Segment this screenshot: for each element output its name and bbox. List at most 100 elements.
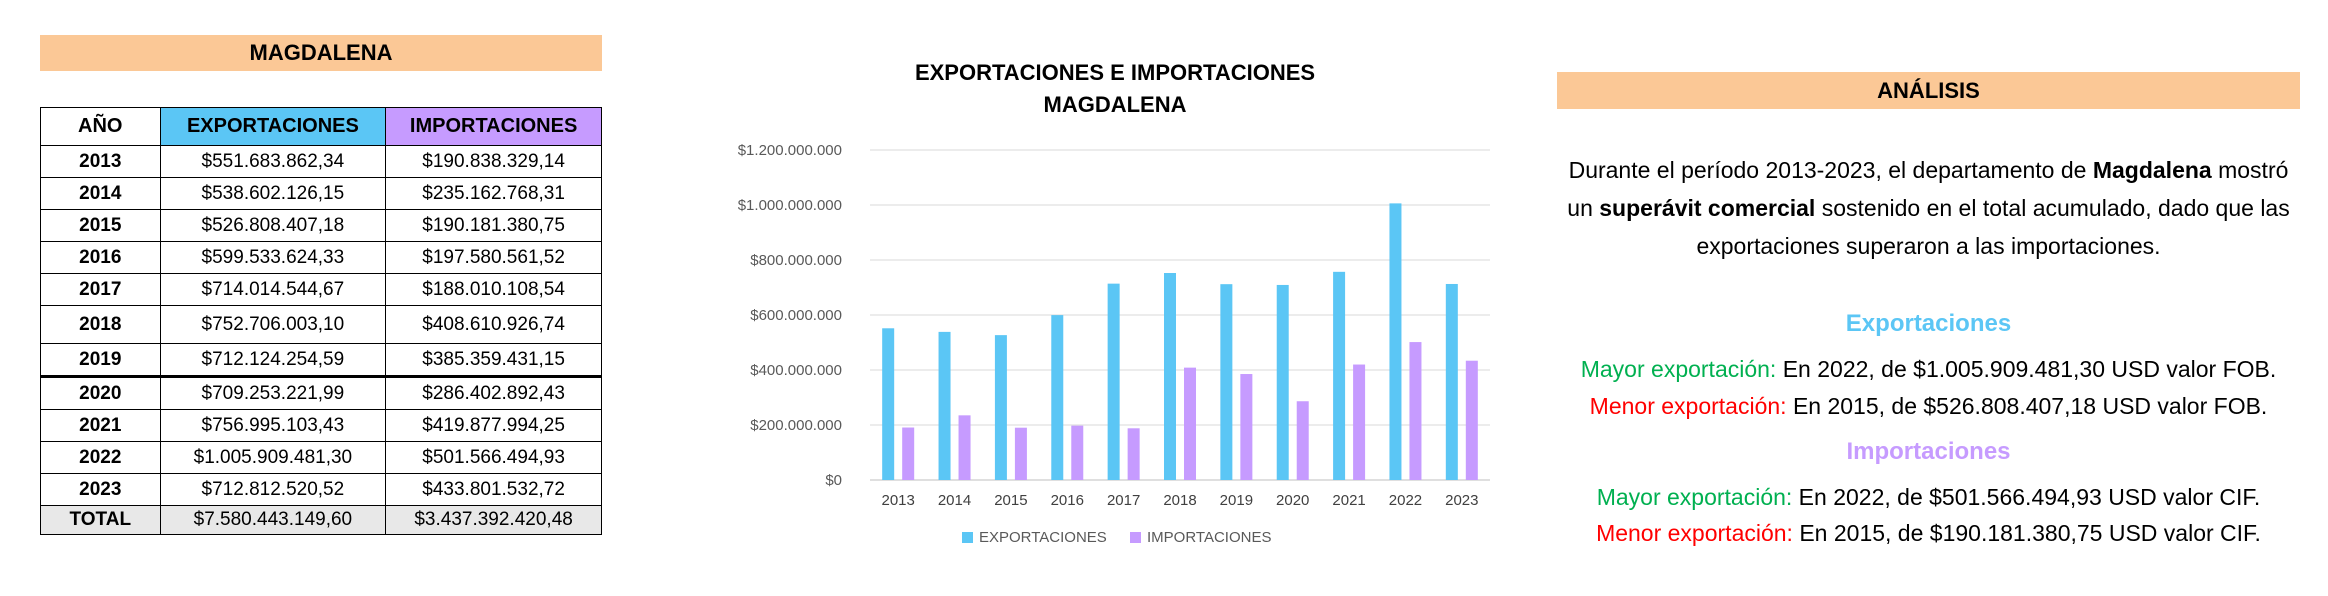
cell-imports: $408.610.926,74 <box>385 305 602 344</box>
bar-exportaciones <box>1333 271 1346 480</box>
cell-exports: $712.812.520,52 <box>159 473 387 506</box>
y-tick-label: $400.000.000 <box>750 362 842 379</box>
cell-exports: $599.533.624,33 <box>159 241 387 274</box>
cell-exports: $756.995.103,43 <box>159 409 387 442</box>
table-row: 2021 $756.995.103,43 $419.877.994,25 <box>40 409 602 442</box>
cell-year: 2013 <box>40 145 161 178</box>
x-tick-label: 2014 <box>938 492 971 509</box>
bar-importaciones <box>1465 360 1478 480</box>
table-row: 2017 $714.014.544,67 $188.010.108,54 <box>40 273 602 306</box>
imports-min-label: Menor exportación: <box>1596 520 1793 546</box>
chart-title: EXPORTACIONES E IMPORTACIONES MAGDALENA <box>780 57 1450 121</box>
para-bold-surplus: superávit comercial <box>1599 195 1816 221</box>
bar-exportaciones <box>938 331 951 480</box>
bar-importaciones <box>958 415 971 480</box>
x-tick-label: 2016 <box>1051 492 1084 509</box>
bar-importaciones <box>1071 425 1084 480</box>
cell-total-imports: $3.437.392.420,48 <box>385 505 602 535</box>
cell-year: 2015 <box>40 209 161 242</box>
cell-imports: $286.402.892,43 <box>385 376 602 410</box>
cell-year: 2023 <box>40 473 161 506</box>
legend-swatch <box>1130 532 1141 543</box>
imports-max-label: Mayor exportación: <box>1596 484 1793 510</box>
table-header-row: AÑO EXPORTACIONES IMPORTACIONES <box>40 107 602 146</box>
table-row: 2014 $538.602.126,15 $235.162.768,31 <box>40 177 602 210</box>
table-row: 2020 $709.253.221,99 $286.402.892,43 <box>40 376 602 410</box>
imports-min-text: En 2015, de $190.181.380,75 USD valor CI… <box>1792 520 2261 546</box>
cell-year: 2019 <box>40 343 161 378</box>
analysis-paragraph: Durante el período 2013-2023, el departa… <box>1557 151 2300 265</box>
exports-min-label: Menor exportación: <box>1589 393 1787 419</box>
cell-imports: $501.566.494,93 <box>385 441 602 474</box>
cell-year: 2016 <box>40 241 161 274</box>
cell-imports: $433.801.532,72 <box>385 473 602 506</box>
table-row: 2016 $599.533.624,33 $197.580.561,52 <box>40 241 602 274</box>
exports-max-label: Mayor exportación: <box>1580 356 1777 382</box>
cell-year: 2018 <box>40 305 161 344</box>
imports-section-title: Importaciones <box>1846 438 2011 465</box>
cell-year: 2022 <box>40 441 161 474</box>
table-row: 2018 $752.706.003,10 $408.610.926,74 <box>40 305 602 344</box>
cell-exports: $551.683.862,34 <box>159 145 387 178</box>
cell-exports: $538.602.126,15 <box>159 177 387 210</box>
y-tick-label: $200.000.000 <box>750 417 842 434</box>
bar-importaciones <box>1296 401 1309 480</box>
y-tick-label: $600.000.000 <box>750 307 842 324</box>
bar-exportaciones <box>1164 273 1176 480</box>
cell-year: 2017 <box>40 273 161 306</box>
bar-importaciones <box>1184 367 1196 480</box>
cell-imports: $235.162.768,31 <box>385 177 602 210</box>
bar-exportaciones <box>882 328 895 480</box>
y-tick-label: $1.000.000.000 <box>738 197 842 214</box>
chart-title-line-1: EXPORTACIONES E IMPORTACIONES <box>914 60 1316 85</box>
exports-max-line: Mayor exportación: En 2022, de $1.005.90… <box>1557 356 2300 383</box>
header-imports: IMPORTACIONES <box>385 107 602 146</box>
x-tick-label: 2022 <box>1389 492 1422 509</box>
cell-exports: $526.808.407,18 <box>159 209 387 242</box>
bar-importaciones <box>1127 428 1140 480</box>
cell-imports: $188.010.108,54 <box>385 273 602 306</box>
x-tick-label: 2020 <box>1276 492 1309 509</box>
bar-importaciones <box>1353 364 1366 480</box>
legend-label: IMPORTACIONES <box>1147 529 1271 546</box>
legend-swatch <box>962 532 973 543</box>
para-text-3: sostenido en el total acumulado, dado qu… <box>1696 195 2290 259</box>
cell-exports: $752.706.003,10 <box>159 305 387 344</box>
imports-max-line: Mayor exportación: En 2022, de $501.566.… <box>1557 484 2300 511</box>
y-tick-label: $800.000.000 <box>750 252 842 269</box>
cell-imports: $197.580.561,52 <box>385 241 602 274</box>
cell-exports: $712.124.254,59 <box>159 343 387 378</box>
exports-section-title: Exportaciones <box>1845 310 2012 337</box>
table-total-row: TOTAL $7.580.443.149,60 $3.437.392.420,4… <box>40 505 602 535</box>
y-tick-label: $0 <box>825 472 842 489</box>
x-tick-label: 2018 <box>1163 492 1196 509</box>
x-tick-label: 2019 <box>1220 492 1253 509</box>
cell-imports: $419.877.994,25 <box>385 409 602 442</box>
bar-exportaciones <box>1276 284 1289 480</box>
exports-max-text: En 2022, de $1.005.909.481,30 USD valor … <box>1776 356 2277 382</box>
x-tick-label: 2013 <box>881 492 914 509</box>
bar-exportaciones <box>1389 203 1402 481</box>
exports-min-line: Menor exportación: En 2015, de $526.808.… <box>1557 393 2300 420</box>
cell-exports: $1.005.909.481,30 <box>159 441 387 474</box>
chart-title-line-2: MAGDALENA <box>1043 92 1187 117</box>
bar-exportaciones <box>1051 315 1064 480</box>
bar-importaciones <box>1409 342 1422 480</box>
cell-year: 2014 <box>40 177 161 210</box>
bar-importaciones <box>902 427 915 480</box>
bar-importaciones <box>1014 427 1027 480</box>
x-tick-label: 2017 <box>1107 492 1140 509</box>
table-row: 2023 $712.812.520,52 $433.801.532,72 <box>40 473 602 506</box>
table-row: 2013 $551.683.862,34 $190.838.329,14 <box>40 145 602 178</box>
header-exports: EXPORTACIONES <box>159 107 387 146</box>
header-year: AÑO <box>40 107 161 146</box>
table-row: 2019 $712.124.254,59 $385.359.431,15 <box>40 343 602 378</box>
cell-year: 2021 <box>40 409 161 442</box>
cell-total-exports: $7.580.443.149,60 <box>159 505 387 535</box>
imports-min-line: Menor exportación: En 2015, de $190.181.… <box>1557 520 2300 547</box>
cell-exports: $714.014.544,67 <box>159 273 387 306</box>
x-tick-label: 2023 <box>1445 492 1478 509</box>
x-tick-label: 2015 <box>994 492 1027 509</box>
legend-label: EXPORTACIONES <box>979 529 1107 546</box>
bar-exportaciones <box>1445 283 1458 480</box>
